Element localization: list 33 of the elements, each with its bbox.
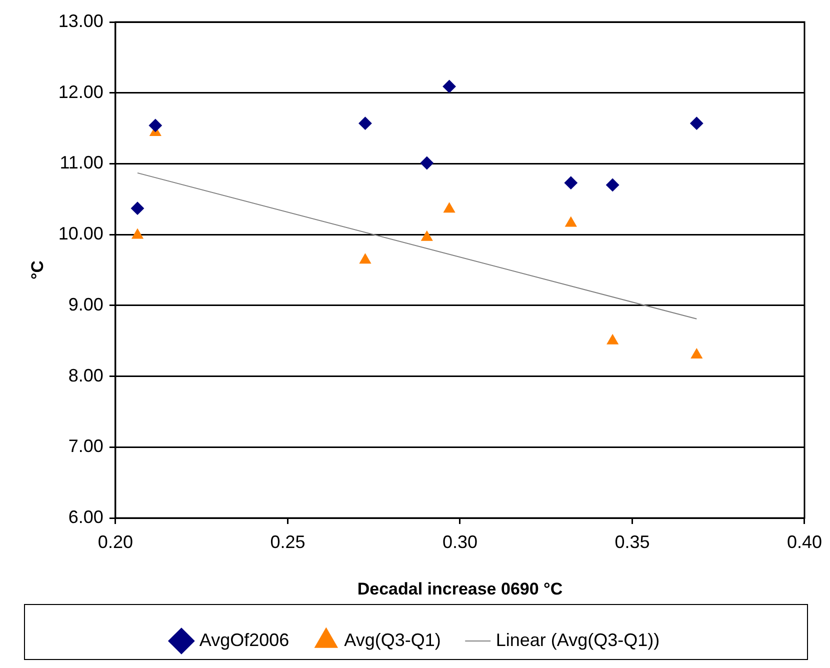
point xyxy=(606,178,620,192)
legend-label: Avg(Q3-Q1) xyxy=(344,630,441,650)
x-tick-label: 0.40 xyxy=(786,532,822,552)
legend-label: Linear (Avg(Q3-Q1)) xyxy=(496,630,660,650)
y-tick-label: 8.00 xyxy=(68,365,104,386)
x-axis-title: Decadal increase 0690 °C xyxy=(357,579,563,598)
x-tick-label: 0.35 xyxy=(614,532,650,552)
y-tick-label: 9.00 xyxy=(68,294,104,314)
point xyxy=(420,156,434,170)
point xyxy=(606,334,618,344)
point xyxy=(444,202,455,213)
y-tick-label: 6.00 xyxy=(68,506,104,527)
point xyxy=(130,202,144,215)
y-tick-label: 10.00 xyxy=(58,224,104,244)
y-tick-label: 11.00 xyxy=(60,152,104,173)
point xyxy=(421,230,433,241)
point xyxy=(565,216,577,227)
y-tick-label: 12.00 xyxy=(58,82,104,102)
x-tick-label: 0.30 xyxy=(442,532,478,552)
y-tick-label: 13.00 xyxy=(58,10,104,31)
point xyxy=(690,348,702,359)
point xyxy=(564,176,578,190)
point xyxy=(690,116,704,130)
point xyxy=(360,254,371,264)
x-tick-label: 0.25 xyxy=(270,532,306,552)
point xyxy=(148,118,162,132)
point xyxy=(132,228,144,239)
y-axis-title: °C xyxy=(28,260,47,280)
y-tick-label: 7.00 xyxy=(68,436,104,456)
x-tick-label: 0.20 xyxy=(98,532,133,552)
legend-label: AvgOf2006 xyxy=(199,630,290,650)
point xyxy=(442,80,456,93)
point xyxy=(358,116,372,130)
